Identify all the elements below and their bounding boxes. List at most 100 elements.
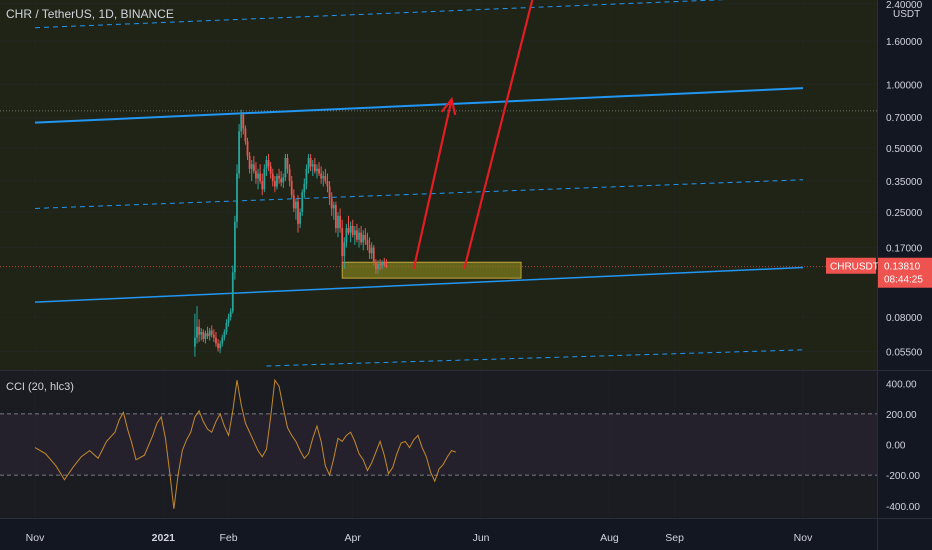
candle bbox=[328, 181, 331, 205]
candle bbox=[221, 334, 224, 347]
candle-body bbox=[255, 171, 257, 179]
candle bbox=[303, 178, 306, 199]
candle bbox=[215, 331, 217, 347]
price-tick-label: 0.17000 bbox=[886, 244, 923, 255]
symbol-label-box bbox=[826, 257, 876, 274]
candle bbox=[347, 215, 350, 235]
candle bbox=[267, 153, 270, 172]
candle bbox=[313, 157, 316, 174]
candle bbox=[362, 230, 365, 251]
candle-body bbox=[208, 330, 211, 337]
cci-tick-label: 0.00 bbox=[886, 441, 906, 452]
candle-body bbox=[330, 198, 333, 209]
candle-body bbox=[358, 232, 360, 240]
candle bbox=[297, 195, 299, 233]
time-tick-label: Aug bbox=[600, 532, 619, 544]
candle bbox=[349, 221, 352, 243]
candle bbox=[204, 330, 207, 344]
currency-label: USDT bbox=[893, 9, 920, 20]
price-tick-label: 2.40000 bbox=[886, 0, 923, 11]
candle bbox=[196, 306, 198, 344]
candle-body bbox=[345, 228, 348, 243]
cci-indicator-pane bbox=[0, 378, 877, 509]
candle-body bbox=[284, 157, 287, 178]
candle-body bbox=[339, 215, 341, 229]
candle bbox=[307, 153, 310, 174]
candle-body bbox=[313, 164, 316, 172]
candle-body bbox=[320, 173, 323, 179]
candle-body bbox=[236, 173, 238, 222]
cci-tick-label: 400.00 bbox=[886, 379, 917, 390]
candle bbox=[208, 328, 211, 341]
price-tick-label: 0.25000 bbox=[886, 208, 923, 219]
candle-body bbox=[292, 195, 295, 209]
candle-body bbox=[324, 175, 327, 182]
price-label: CHRUSDT 0.13810 08:44:25 bbox=[826, 257, 932, 288]
drawing-arrows[interactable] bbox=[412, 0, 536, 270]
candle-body bbox=[273, 181, 276, 187]
time-tick-label: 2021 bbox=[152, 532, 176, 544]
time-tick-label: Nov bbox=[26, 532, 45, 544]
candle bbox=[225, 319, 228, 335]
cci-tick-label: -400.00 bbox=[886, 502, 920, 513]
mid-dashed-channel-line[interactable] bbox=[34, 179, 804, 209]
last-price-box bbox=[878, 257, 932, 288]
candle-body bbox=[309, 157, 312, 167]
candle bbox=[326, 173, 329, 193]
lower-channel-trendline[interactable] bbox=[34, 266, 804, 303]
support-zone-rectangle[interactable] bbox=[341, 261, 522, 279]
candle bbox=[322, 171, 325, 187]
axes: 2.40000 1.60000 1.00000 0.70000 0.50000 0.350… bbox=[26, 0, 923, 544]
candle-body bbox=[295, 201, 297, 209]
time-tick-label: Apr bbox=[345, 532, 362, 544]
arrow-line[interactable] bbox=[463, 0, 536, 270]
candle-body bbox=[299, 212, 302, 224]
candle-body bbox=[276, 175, 278, 187]
candle bbox=[194, 313, 196, 357]
candle bbox=[311, 160, 314, 176]
candle bbox=[353, 225, 356, 245]
cci-tick-label: -200.00 bbox=[886, 471, 920, 482]
candle-body bbox=[210, 330, 213, 335]
symbol-title[interactable]: CHR / TetherUS, 1D, BINANCE bbox=[6, 7, 174, 21]
candle-body bbox=[332, 204, 335, 209]
candle bbox=[372, 244, 375, 266]
candle bbox=[269, 162, 272, 179]
candle-body bbox=[204, 333, 207, 340]
candle-body bbox=[377, 264, 379, 269]
candle-body bbox=[360, 232, 363, 243]
candle bbox=[248, 151, 251, 174]
candle bbox=[366, 232, 369, 251]
candle bbox=[364, 228, 367, 245]
candle bbox=[377, 260, 379, 274]
candle bbox=[246, 137, 249, 161]
candle bbox=[257, 168, 259, 190]
candle-body bbox=[238, 131, 240, 174]
arrow-line[interactable] bbox=[412, 99, 453, 270]
cci-title[interactable]: CCI (20, hlc3) bbox=[6, 381, 74, 393]
arrow-head[interactable] bbox=[440, 96, 457, 116]
candle-body bbox=[337, 215, 339, 229]
candle-body bbox=[297, 201, 299, 224]
candle bbox=[261, 173, 264, 196]
candle bbox=[290, 175, 293, 199]
cci-tick-label: 200.00 bbox=[886, 410, 917, 421]
upper-dashed-channel-line[interactable] bbox=[34, 0, 803, 29]
candle bbox=[265, 155, 268, 176]
candle bbox=[351, 219, 354, 238]
candle bbox=[284, 153, 287, 182]
upper-channel-trendline[interactable] bbox=[34, 87, 804, 124]
candle-body bbox=[219, 343, 222, 349]
cci-band-fill bbox=[0, 413, 877, 476]
candle bbox=[332, 201, 335, 220]
candle bbox=[360, 225, 363, 245]
symbol-label: CHRUSDT bbox=[830, 262, 879, 273]
candle bbox=[324, 168, 327, 184]
candle bbox=[286, 153, 289, 174]
candle-body bbox=[269, 166, 272, 174]
candle-body bbox=[374, 262, 377, 269]
candle-body bbox=[368, 244, 371, 254]
candle-body bbox=[286, 157, 289, 169]
candle bbox=[278, 168, 280, 184]
